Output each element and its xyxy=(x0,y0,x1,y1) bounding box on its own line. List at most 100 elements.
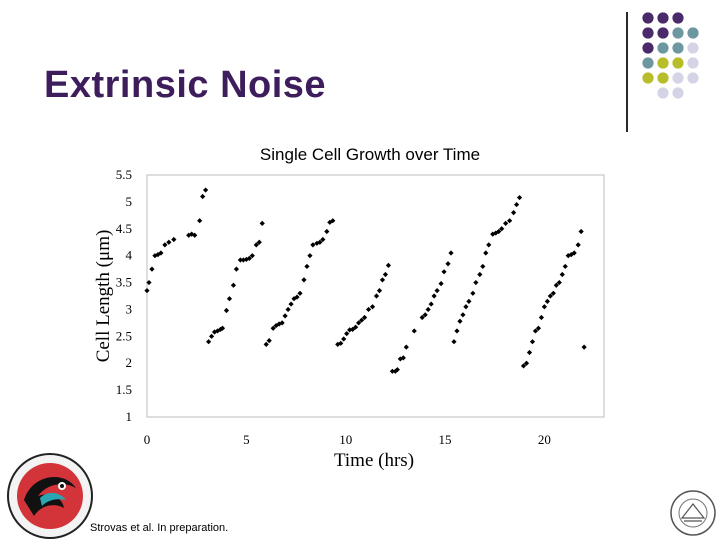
data-point xyxy=(513,201,520,208)
data-point xyxy=(486,242,492,248)
data-point xyxy=(243,256,249,263)
data-point xyxy=(259,220,265,226)
data-point xyxy=(307,253,313,259)
data-point xyxy=(529,339,536,345)
data-point xyxy=(510,210,517,216)
data-point xyxy=(457,318,463,324)
decorative-dot xyxy=(642,57,654,69)
data-point xyxy=(146,279,152,286)
citation: Strovas et al. In preparation. xyxy=(90,522,229,534)
plot-area-border xyxy=(146,174,605,418)
data-point xyxy=(535,325,542,331)
data-point xyxy=(335,341,341,347)
data-point xyxy=(550,290,556,296)
data-point xyxy=(270,325,276,331)
data-point xyxy=(226,296,233,302)
decorative-dot xyxy=(687,72,699,84)
data-point xyxy=(466,298,472,304)
data-point xyxy=(205,339,212,345)
y-tick-label: 4 xyxy=(126,248,133,263)
decorative-dot xyxy=(657,42,669,54)
data-point xyxy=(434,288,440,294)
decorative-dot xyxy=(657,12,669,24)
data-point xyxy=(483,250,489,256)
decorative-dot xyxy=(687,57,699,69)
data-point xyxy=(419,314,425,321)
decorative-dot-grid xyxy=(642,12,699,99)
data-point xyxy=(230,282,237,288)
data-point xyxy=(448,250,454,256)
data-point xyxy=(541,304,547,310)
data-point xyxy=(200,193,206,200)
decorative-dot xyxy=(672,72,684,84)
x-tick-label: 10 xyxy=(339,432,352,447)
decorative-dot xyxy=(672,87,684,99)
y-tick-label: 2 xyxy=(126,355,133,370)
chart-title: Single Cell Growth over Time xyxy=(259,145,481,164)
data-point xyxy=(480,263,486,270)
data-point xyxy=(324,228,330,235)
data-point xyxy=(294,294,300,300)
data-point xyxy=(454,328,460,334)
data-point xyxy=(503,220,509,226)
data-point xyxy=(477,271,483,278)
data-point xyxy=(149,266,155,272)
y-axis-label: Cell Length (μm) xyxy=(93,230,114,363)
data-point xyxy=(369,304,376,310)
data-point xyxy=(203,187,209,193)
y-tick-label: 4.5 xyxy=(116,221,132,236)
data-point xyxy=(526,349,533,356)
data-point xyxy=(470,290,476,296)
data-point xyxy=(438,281,444,287)
data-point xyxy=(556,279,562,286)
data-point xyxy=(330,218,336,224)
data-point xyxy=(397,356,403,362)
data-point xyxy=(544,298,550,304)
data-point xyxy=(538,314,545,321)
data-point xyxy=(279,320,285,326)
decorative-dot xyxy=(657,27,669,39)
data-point xyxy=(341,336,347,342)
data-point xyxy=(425,306,431,313)
data-point xyxy=(288,301,294,307)
data-point xyxy=(353,324,359,330)
data-point xyxy=(559,271,565,278)
data-point xyxy=(547,293,553,299)
agency-seal-logo xyxy=(670,490,716,536)
data-point xyxy=(256,239,262,245)
data-point xyxy=(344,331,350,337)
data-point xyxy=(276,321,282,327)
data-point xyxy=(365,306,372,313)
data-point xyxy=(571,250,577,256)
data-point xyxy=(253,242,259,248)
decorative-dot xyxy=(642,72,654,84)
data-point xyxy=(428,301,434,307)
data-point xyxy=(304,263,310,270)
data-point xyxy=(523,360,530,366)
data-point xyxy=(246,255,252,261)
data-point xyxy=(382,271,389,278)
data-point xyxy=(219,325,226,331)
data-point xyxy=(385,262,392,268)
data-point xyxy=(490,231,496,237)
decorative-dot xyxy=(657,57,669,69)
data-point xyxy=(411,328,417,334)
data-point xyxy=(158,250,164,256)
decorative-dot xyxy=(642,42,654,54)
y-tick-label: 5 xyxy=(126,194,133,209)
data-point xyxy=(266,338,272,344)
data-point xyxy=(162,242,168,248)
data-point xyxy=(373,293,380,299)
y-tick-label: 1.5 xyxy=(116,382,132,397)
data-point xyxy=(214,328,221,334)
x-tick-label: 15 xyxy=(439,432,452,447)
data-point xyxy=(171,236,177,243)
data-point xyxy=(553,282,559,288)
data-point xyxy=(400,355,406,361)
data-point xyxy=(403,344,409,350)
x-tick-label: 5 xyxy=(243,432,250,447)
data-point xyxy=(460,312,466,318)
data-point xyxy=(445,261,451,267)
data-point xyxy=(233,266,240,272)
data-point xyxy=(451,339,457,345)
